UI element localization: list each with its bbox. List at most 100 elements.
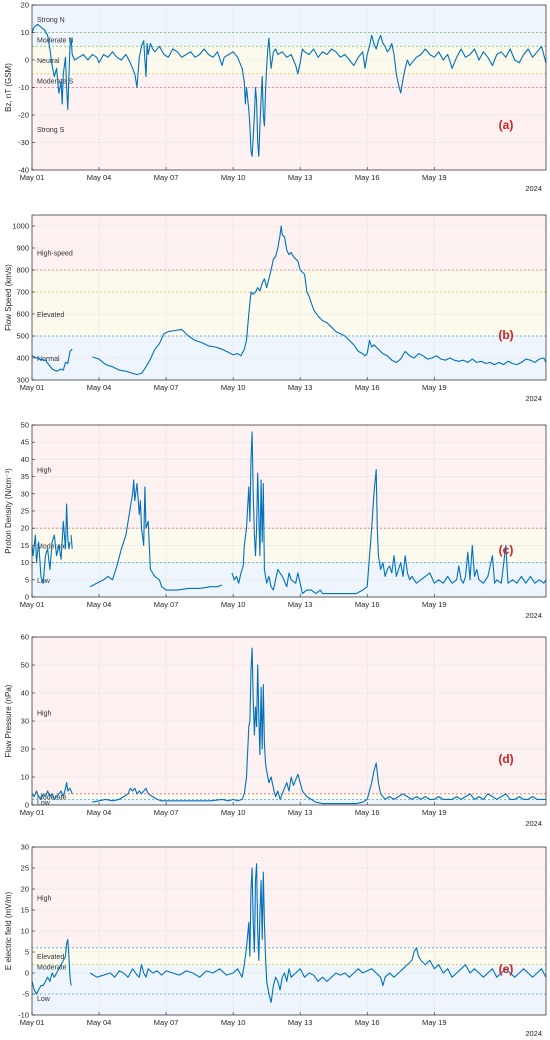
y-tick-label: 50 xyxy=(21,661,29,670)
zone-band xyxy=(32,270,546,292)
y-tick-label: 25 xyxy=(21,864,29,873)
x-tick-label: May 16 xyxy=(355,1018,380,1027)
zone-label: Elevated xyxy=(37,312,64,319)
x-tick-label: May 07 xyxy=(154,808,179,817)
y-tick-label: 0 xyxy=(25,969,29,978)
zone-label: High xyxy=(37,711,52,718)
y-tick-label: 20 xyxy=(21,885,29,894)
y-tick-label: -5 xyxy=(22,990,29,999)
y-tick-label: 5 xyxy=(25,575,29,584)
y-tick-label: 10 xyxy=(21,558,29,567)
y-tick-label: 500 xyxy=(16,332,29,341)
x-tick-label: May 04 xyxy=(87,600,112,609)
series-line xyxy=(31,23,547,157)
x-tick-label: May 04 xyxy=(87,383,112,392)
y-axis-label: E electric field (mV/m) xyxy=(4,892,13,971)
y-tick-label: -20 xyxy=(18,111,29,120)
panel-label: (d) xyxy=(498,752,513,766)
series-line xyxy=(92,647,546,805)
panel-label: (c) xyxy=(499,543,514,557)
x-tick-label: May 04 xyxy=(87,173,112,182)
x-tick-label: May 04 xyxy=(87,1018,112,1027)
series-line xyxy=(70,535,73,549)
series-line xyxy=(89,479,223,591)
x-tick-label: May 13 xyxy=(288,173,313,182)
zone-band xyxy=(32,964,546,1015)
x-tick-label: May 10 xyxy=(221,1018,246,1027)
x-tick-label: May 10 xyxy=(221,173,246,182)
x-tick-label: May 07 xyxy=(154,1018,179,1027)
zone-band xyxy=(32,793,546,800)
x-tick-label: May 16 xyxy=(355,383,380,392)
zone-label: Moderate xyxy=(37,795,67,802)
x-tick-label: May 10 xyxy=(221,383,246,392)
zone-label: Strong N xyxy=(37,17,65,24)
x-tick-label: May 19 xyxy=(422,173,447,182)
x-tick-label: May 01 xyxy=(20,383,45,392)
y-tick-label: 60 xyxy=(21,633,29,642)
series-line xyxy=(89,863,547,1003)
zone-label: Normal xyxy=(37,356,60,363)
series-line xyxy=(31,348,73,372)
zone-label: Moderate xyxy=(37,965,67,972)
panel-b: High-speed Elevated Normal 300 400 500 600 700 8… xyxy=(4,214,547,403)
y-tick-label: 15 xyxy=(21,906,29,915)
y-tick-label: 900 xyxy=(16,244,29,253)
series-line xyxy=(92,225,547,376)
x-tick-label: May 01 xyxy=(20,600,45,609)
y-tick-label: 1000 xyxy=(12,222,29,231)
x-tick-label: May 01 xyxy=(20,1018,45,1027)
y-tick-label: 300 xyxy=(16,376,29,385)
y-tick-label: -30 xyxy=(18,138,29,147)
y-tick-label: 50 xyxy=(21,421,29,430)
series-line xyxy=(231,431,547,595)
x-tick-label: May 13 xyxy=(288,383,313,392)
zone-label: High-speed xyxy=(37,250,73,257)
axes-box xyxy=(31,214,547,381)
x-tick-label: May 19 xyxy=(422,808,447,817)
x-tick-label: May 07 xyxy=(154,173,179,182)
x-tick-label: May 07 xyxy=(154,600,179,609)
y-tick-label: 35 xyxy=(21,472,29,481)
y-tick-label: 10 xyxy=(21,28,29,37)
zone-label: Low xyxy=(37,996,51,1003)
x-tick-label: May 10 xyxy=(221,808,246,817)
panel-label: (e) xyxy=(499,962,514,976)
zone-band xyxy=(32,847,546,948)
x-tick-label: May 01 xyxy=(20,173,45,182)
x-tick-label: May 13 xyxy=(288,1018,313,1027)
zone-label: Elevated xyxy=(37,954,64,961)
y-tick-label: -10 xyxy=(18,83,29,92)
panel-a: Strong N Moderate N Neutral Moderate S Stron… xyxy=(4,1,547,193)
x-tick-label: May 16 xyxy=(355,173,380,182)
panel-label: (a) xyxy=(499,118,514,132)
panel-e: High Elevated Moderate Low -10 -5 0 5 10 15 20 25 30… xyxy=(4,843,547,1038)
y-axis-label: Bz, nT (GSM) xyxy=(4,63,13,112)
y-tick-label: 45 xyxy=(21,438,29,447)
y-tick-label: 10 xyxy=(21,927,29,936)
y-tick-label: 0 xyxy=(25,593,29,602)
x-tick-label: May 10 xyxy=(221,600,246,609)
zone-label: Neutral xyxy=(37,58,60,65)
x-tick-label: May 04 xyxy=(87,808,112,817)
panel-label: (b) xyxy=(498,328,513,342)
x-tick-label: May 16 xyxy=(355,808,380,817)
year-label: 2024 xyxy=(525,184,542,193)
y-tick-label: 5 xyxy=(25,948,29,957)
x-tick-label: May 13 xyxy=(288,808,313,817)
x-tick-label: May 19 xyxy=(422,383,447,392)
x-tick-label: May 13 xyxy=(288,600,313,609)
y-tick-label: 15 xyxy=(21,541,29,550)
zone-band xyxy=(32,32,546,47)
zone-band xyxy=(32,637,546,794)
y-axis-label: Proton Density (N/cm⁻³) xyxy=(4,468,13,554)
y-tick-label: 400 xyxy=(16,354,29,363)
zone-label: Low xyxy=(37,800,51,807)
zone-label: Moderate S xyxy=(37,79,74,86)
zone-band xyxy=(32,87,546,170)
y-tick-label: 30 xyxy=(21,843,29,852)
y-tick-label: 0 xyxy=(25,801,29,810)
